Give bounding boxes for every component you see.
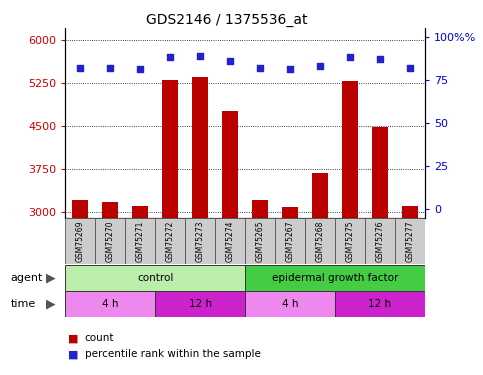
Text: 12 h: 12 h [188, 299, 212, 309]
Bar [65, 265, 245, 291]
Text: GSM75268: GSM75268 [315, 221, 325, 262]
Text: control: control [137, 273, 173, 283]
Point [376, 56, 384, 62]
Bar [245, 265, 425, 291]
Bar [95, 217, 125, 264]
Text: GSM75277: GSM75277 [406, 221, 414, 262]
Text: GSM75273: GSM75273 [196, 221, 205, 262]
Text: GSM75267: GSM75267 [285, 221, 295, 262]
Point [196, 53, 204, 58]
Text: ■: ■ [68, 333, 78, 343]
Bar [335, 217, 365, 264]
Point [346, 54, 354, 60]
Bar [222, 111, 239, 375]
Text: 4 h: 4 h [282, 299, 298, 309]
Text: time: time [11, 299, 36, 309]
Text: ■: ■ [68, 350, 78, 359]
Bar [132, 206, 148, 375]
Bar [372, 128, 388, 375]
Point [406, 65, 414, 71]
Point [106, 65, 114, 71]
Text: percentile rank within the sample: percentile rank within the sample [85, 350, 260, 359]
Text: 4 h: 4 h [102, 299, 118, 309]
Bar [245, 291, 335, 317]
Point [256, 65, 264, 71]
Text: epidermal growth factor: epidermal growth factor [272, 273, 398, 283]
Text: GSM75275: GSM75275 [345, 221, 355, 262]
Point [166, 54, 174, 60]
Text: count: count [85, 333, 114, 343]
Bar [192, 77, 208, 375]
Bar [342, 81, 358, 375]
Bar [162, 80, 178, 375]
Text: GSM75271: GSM75271 [136, 221, 145, 262]
Bar [65, 291, 155, 317]
Text: GSM75265: GSM75265 [256, 221, 265, 262]
Bar [185, 217, 215, 264]
Point [226, 58, 234, 64]
Bar [305, 217, 335, 264]
Text: GDS2146 / 1375536_at: GDS2146 / 1375536_at [146, 13, 308, 27]
Bar [65, 217, 95, 264]
Bar [155, 217, 185, 264]
Text: GSM75270: GSM75270 [106, 221, 114, 262]
Point [76, 65, 84, 71]
Bar [245, 217, 275, 264]
Text: 12 h: 12 h [369, 299, 392, 309]
Bar [72, 200, 88, 375]
Bar [102, 202, 118, 375]
Text: ▶: ▶ [46, 298, 56, 310]
Bar [215, 217, 245, 264]
Bar [275, 217, 305, 264]
Bar [335, 291, 425, 317]
Point [316, 63, 324, 69]
Text: ▶: ▶ [46, 272, 56, 284]
Point [286, 66, 294, 72]
Text: GSM75276: GSM75276 [376, 221, 384, 262]
Bar [155, 291, 245, 317]
Bar [395, 217, 425, 264]
Point [136, 66, 144, 72]
Text: GSM75269: GSM75269 [76, 221, 85, 262]
Bar [282, 207, 298, 375]
Bar [252, 200, 269, 375]
Bar [365, 217, 395, 264]
Text: GSM75272: GSM75272 [166, 221, 175, 262]
Text: agent: agent [11, 273, 43, 283]
Bar [402, 206, 418, 375]
Bar [312, 173, 328, 375]
Text: GSM75274: GSM75274 [226, 221, 235, 262]
Bar [125, 217, 155, 264]
